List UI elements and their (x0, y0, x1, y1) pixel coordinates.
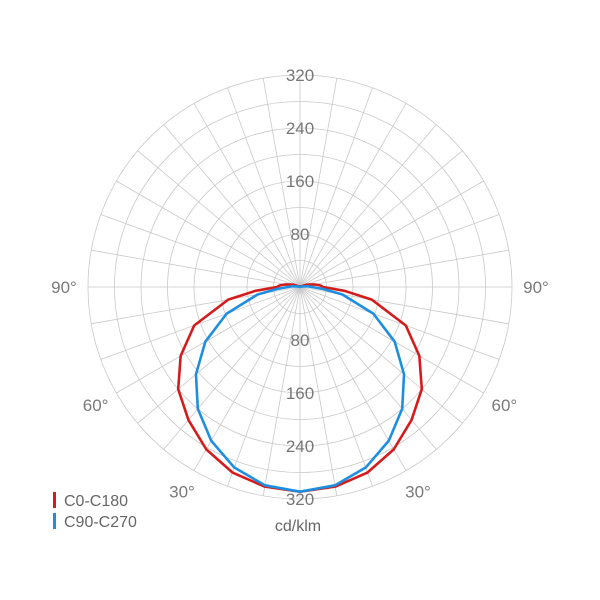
grid-spoke (299, 249, 509, 288)
radial-tick-label: 80 (291, 331, 310, 350)
grid-spoke (100, 286, 301, 360)
legend-swatch-c0-c180 (53, 492, 56, 508)
grid-spoke (227, 87, 301, 288)
grid-spoke (262, 286, 301, 496)
grid-spoke (299, 286, 338, 496)
legend-swatch-c90-c270 (53, 513, 56, 529)
legend-label-c0-c180: C0-C180 (64, 493, 128, 510)
angle-labels: 90° 60° 30° 30° 60° 90° (51, 278, 549, 501)
radial-tick-label: 240 (286, 119, 314, 138)
angle-label: 60° (83, 396, 109, 415)
grid-spoke (299, 286, 463, 424)
grid-spoke (299, 180, 484, 288)
angle-label: 30° (405, 482, 431, 501)
grid-spoke (137, 286, 301, 424)
polar-grid (87, 74, 513, 500)
grid-spoke (299, 150, 463, 288)
radial-tick-label: 160 (286, 172, 314, 191)
grid-spoke (299, 214, 500, 288)
radial-tick-label: 320 (286, 490, 314, 509)
angle-label: 60° (492, 396, 518, 415)
grid-spoke (299, 286, 500, 360)
radial-tick-label: 160 (286, 384, 314, 403)
radial-tick-labels: 80 80 160 160 240 240 320 320 (286, 66, 314, 509)
series-curve-c90-c270 (194, 285, 406, 494)
series-curves (176, 283, 424, 494)
angle-label: 90° (51, 278, 77, 297)
grid-spoke (137, 150, 301, 288)
unit-label: cd/klm (275, 518, 321, 535)
grid-spoke (100, 214, 301, 288)
grid-spoke (163, 286, 301, 450)
grid-spoke (193, 103, 301, 288)
grid-spoke (227, 286, 301, 487)
grid-spoke (299, 124, 437, 288)
grid-spoke (299, 286, 373, 487)
grid-spoke (262, 78, 301, 288)
radial-tick-label: 80 (291, 225, 310, 244)
angle-label: 30° (169, 482, 195, 501)
radial-tick-label: 320 (286, 66, 314, 85)
legend: C0-C180 C90-C270 (53, 492, 137, 531)
radial-tick-label: 240 (286, 437, 314, 456)
grid-spoke (116, 180, 301, 288)
grid-spoke (299, 286, 437, 450)
grid-spoke (299, 103, 407, 288)
legend-label-c90-c270: C90-C270 (64, 514, 137, 531)
angle-label: 90° (523, 278, 549, 297)
grid-spoke (299, 78, 338, 288)
grid-spoke (163, 124, 301, 288)
grid-spoke (91, 249, 301, 288)
grid-spoke (299, 87, 373, 288)
